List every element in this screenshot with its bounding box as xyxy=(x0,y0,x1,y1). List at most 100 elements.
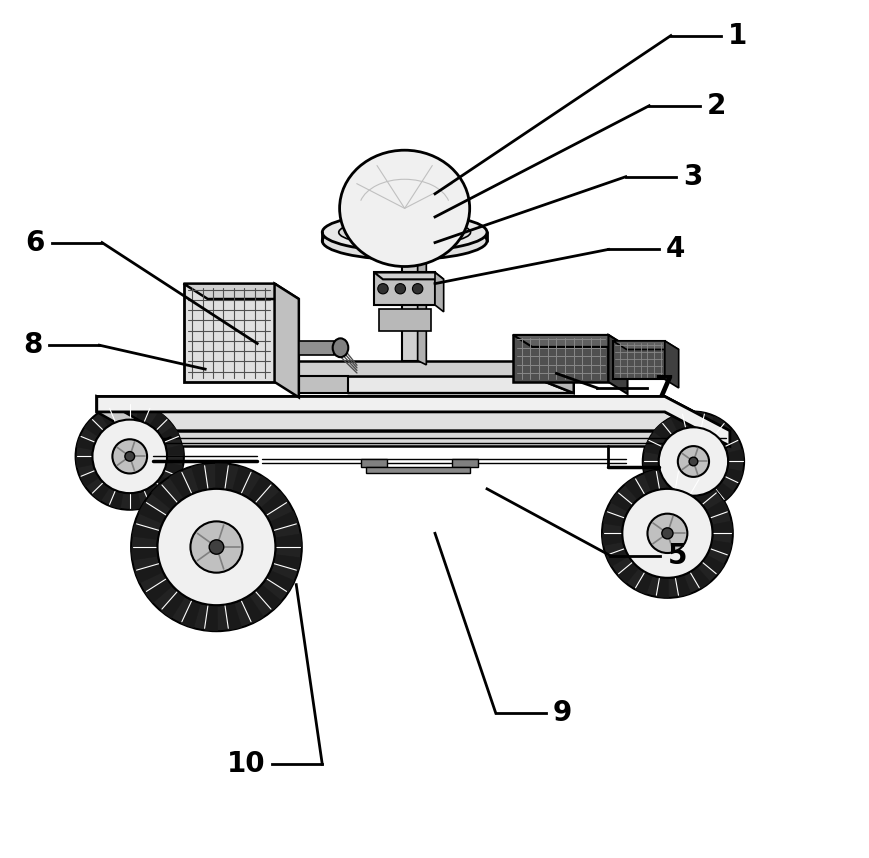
Polygon shape xyxy=(183,284,299,299)
Circle shape xyxy=(131,463,301,631)
Polygon shape xyxy=(96,396,157,446)
Circle shape xyxy=(76,403,183,510)
Text: 7: 7 xyxy=(653,374,673,402)
Wedge shape xyxy=(602,511,625,527)
Circle shape xyxy=(125,451,135,461)
Wedge shape xyxy=(719,430,738,447)
Wedge shape xyxy=(129,492,141,510)
Polygon shape xyxy=(296,376,348,393)
Wedge shape xyxy=(681,473,700,496)
Wedge shape xyxy=(661,488,679,507)
Wedge shape xyxy=(601,534,623,546)
Wedge shape xyxy=(84,419,103,437)
Wedge shape xyxy=(653,423,672,441)
Circle shape xyxy=(112,439,147,474)
Wedge shape xyxy=(161,590,186,618)
Wedge shape xyxy=(169,471,192,499)
Wedge shape xyxy=(138,502,168,524)
Wedge shape xyxy=(610,492,633,512)
Text: 6: 6 xyxy=(25,228,44,257)
Circle shape xyxy=(658,427,727,496)
Wedge shape xyxy=(674,574,690,596)
Wedge shape xyxy=(694,484,716,505)
Wedge shape xyxy=(692,412,704,429)
Wedge shape xyxy=(118,403,129,421)
Circle shape xyxy=(621,489,712,577)
Polygon shape xyxy=(452,459,478,468)
Wedge shape xyxy=(247,476,272,504)
Wedge shape xyxy=(204,603,217,631)
Wedge shape xyxy=(643,440,662,455)
Polygon shape xyxy=(374,273,434,305)
Polygon shape xyxy=(664,396,729,446)
Polygon shape xyxy=(296,376,573,393)
Polygon shape xyxy=(513,335,627,347)
Wedge shape xyxy=(273,534,301,547)
Wedge shape xyxy=(601,469,732,597)
Wedge shape xyxy=(76,403,183,510)
Wedge shape xyxy=(710,521,732,534)
Polygon shape xyxy=(607,335,627,394)
Wedge shape xyxy=(708,541,731,555)
Polygon shape xyxy=(96,396,157,446)
Wedge shape xyxy=(80,470,100,486)
Wedge shape xyxy=(215,463,229,491)
Wedge shape xyxy=(670,414,685,432)
Wedge shape xyxy=(643,470,659,492)
Wedge shape xyxy=(726,450,743,462)
Polygon shape xyxy=(530,360,573,393)
Polygon shape xyxy=(183,284,275,382)
Wedge shape xyxy=(681,494,693,511)
Wedge shape xyxy=(606,548,629,566)
Wedge shape xyxy=(647,476,667,493)
Wedge shape xyxy=(224,601,242,630)
Circle shape xyxy=(647,514,687,553)
Polygon shape xyxy=(612,341,678,349)
Wedge shape xyxy=(706,416,724,435)
Wedge shape xyxy=(655,577,667,597)
Ellipse shape xyxy=(339,150,469,267)
Text: 9: 9 xyxy=(553,699,572,727)
Wedge shape xyxy=(132,523,161,540)
Wedge shape xyxy=(160,426,179,443)
Text: 10: 10 xyxy=(226,750,265,778)
Circle shape xyxy=(412,284,422,294)
Wedge shape xyxy=(191,464,208,492)
Wedge shape xyxy=(714,482,733,500)
Polygon shape xyxy=(378,309,430,330)
Wedge shape xyxy=(76,456,94,468)
Polygon shape xyxy=(612,341,664,379)
Circle shape xyxy=(209,540,223,554)
Wedge shape xyxy=(265,570,294,592)
Text: 3: 3 xyxy=(682,163,701,190)
Wedge shape xyxy=(617,561,639,583)
Polygon shape xyxy=(361,459,387,468)
Ellipse shape xyxy=(322,222,487,260)
Wedge shape xyxy=(109,490,123,509)
Ellipse shape xyxy=(332,338,348,357)
Wedge shape xyxy=(145,577,173,603)
Polygon shape xyxy=(365,467,469,474)
Wedge shape xyxy=(91,482,109,501)
Circle shape xyxy=(642,412,743,511)
Wedge shape xyxy=(143,486,160,505)
Wedge shape xyxy=(76,436,96,450)
Wedge shape xyxy=(131,547,159,560)
Wedge shape xyxy=(259,492,288,517)
Polygon shape xyxy=(275,284,299,397)
Polygon shape xyxy=(299,341,333,354)
Circle shape xyxy=(677,446,708,477)
Polygon shape xyxy=(417,258,426,365)
Wedge shape xyxy=(254,583,282,610)
Polygon shape xyxy=(401,258,417,360)
Polygon shape xyxy=(374,273,443,280)
Polygon shape xyxy=(664,341,678,388)
Wedge shape xyxy=(181,599,201,628)
Text: 2: 2 xyxy=(706,92,725,120)
Circle shape xyxy=(190,522,242,572)
Wedge shape xyxy=(149,412,168,431)
Circle shape xyxy=(661,528,673,539)
Circle shape xyxy=(601,469,732,597)
Wedge shape xyxy=(131,463,301,631)
Wedge shape xyxy=(135,563,164,583)
